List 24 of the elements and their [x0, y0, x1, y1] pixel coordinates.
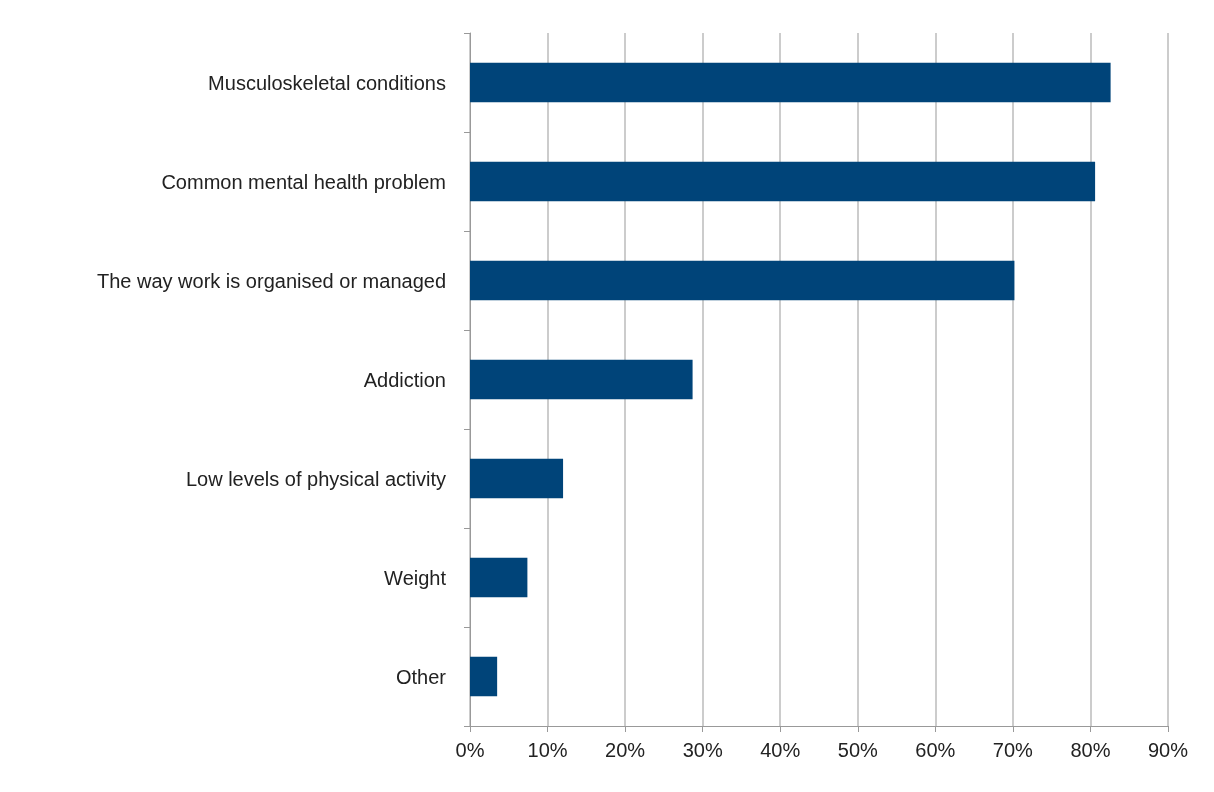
- x-tick-label: 80%: [1070, 739, 1111, 761]
- x-tick-label: 50%: [837, 739, 879, 761]
- x-tick-label: 30%: [682, 739, 723, 761]
- bar: [470, 359, 693, 400]
- y-tick-label: The way work is organised or managed: [96, 269, 446, 292]
- y-tick-label: Weight: [384, 566, 447, 589]
- bar: [470, 161, 1096, 202]
- y-tick-label: Musculoskeletal conditions: [208, 71, 446, 94]
- x-tick-label: 10%: [527, 739, 568, 761]
- x-tick-label: 60%: [915, 739, 956, 761]
- bar: [470, 656, 498, 697]
- bar: [470, 557, 528, 598]
- x-tick-label: 20%: [605, 739, 646, 761]
- x-tick-label: 70%: [992, 739, 1034, 761]
- bar: [470, 62, 1111, 103]
- x-tick-label: 40%: [760, 739, 801, 761]
- y-tick-label: Common mental health problem: [161, 170, 446, 193]
- y-tick-label: Low levels of physical activity: [185, 467, 446, 490]
- bar: [470, 458, 564, 499]
- y-tick-label: Addiction: [363, 368, 446, 391]
- x-tick-label: 90%: [1147, 739, 1189, 761]
- bar: [470, 260, 1015, 301]
- x-tick-label: 0%: [455, 739, 485, 761]
- y-tick-label: Other: [395, 665, 447, 688]
